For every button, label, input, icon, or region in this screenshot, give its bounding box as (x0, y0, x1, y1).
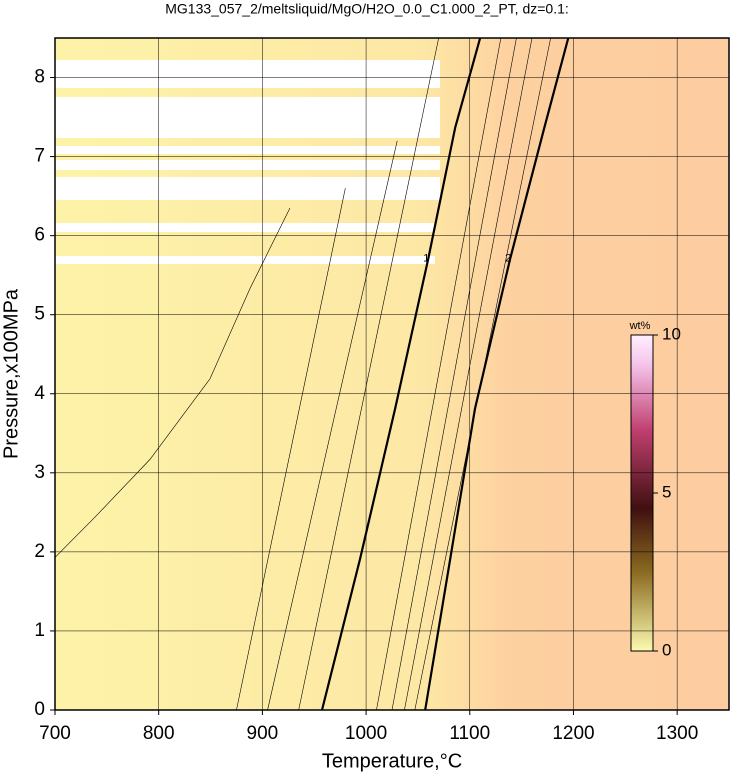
x-tick-label: 1000 (345, 723, 387, 744)
y-tick-label: 8 (34, 67, 45, 88)
contour-line (298, 37, 439, 711)
x-tick-label: 700 (39, 723, 71, 744)
x-tick-label: 800 (143, 723, 175, 744)
plot-background (55, 38, 729, 710)
x-tick-label: 1300 (656, 723, 698, 744)
x-tick-label: 900 (247, 723, 279, 744)
chart-title: MG133_057_2/meltsliquid/MgO/H2O_0.0_C1.0… (165, 1, 569, 17)
colorbar-label: wt% (629, 320, 651, 332)
contour-line (404, 37, 533, 711)
x-tick-label: 1100 (449, 723, 490, 744)
contour-line (376, 37, 502, 711)
y-tick-label: 5 (34, 304, 45, 325)
contour-line (236, 188, 346, 711)
y-axis-label: Pressure,x100MPa (0, 288, 22, 459)
x-axis-label: Temperature,°C (322, 750, 462, 772)
y-tick-label: 1 (34, 620, 45, 641)
colorbar (630, 334, 654, 652)
colorbar-tick-label: 10 (662, 324, 681, 343)
contour-label: 2 (505, 252, 511, 264)
y-tick-label: 7 (34, 146, 45, 167)
contour-label: 1 (423, 252, 429, 264)
y-tick-label: 4 (34, 383, 45, 404)
colorbar-tick-label: 0 (662, 640, 671, 659)
y-tick-label: 6 (34, 225, 45, 246)
contour-line (414, 37, 551, 711)
y-tick-label: 0 (34, 699, 45, 720)
x-tick-label: 1200 (552, 723, 594, 744)
contour-line (54, 207, 291, 558)
contour-line (320, 37, 482, 711)
colorbar-tick-label: 5 (662, 482, 671, 501)
contour-line (391, 37, 517, 711)
contour-line (424, 37, 570, 711)
y-tick-label: 2 (34, 541, 45, 562)
y-tick-label: 3 (34, 462, 45, 483)
missing-data (55, 60, 440, 264)
